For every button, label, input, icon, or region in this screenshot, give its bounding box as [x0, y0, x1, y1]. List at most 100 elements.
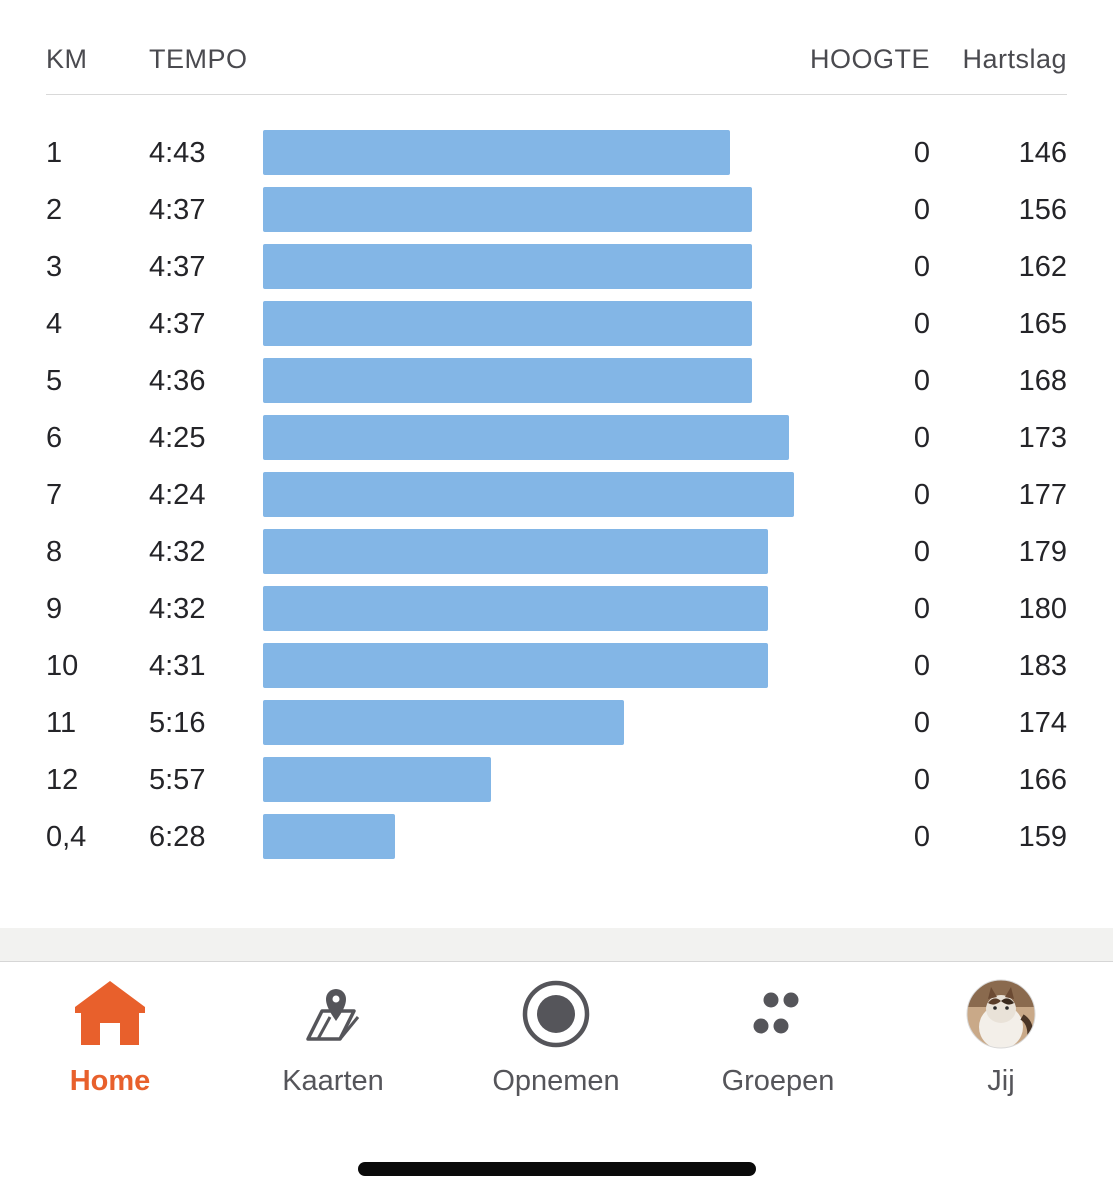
pace-bar: [263, 244, 752, 289]
split-hoogte: 0: [913, 764, 930, 796]
tab-home-label: Home: [69, 1065, 151, 1097]
split-km: 6: [46, 422, 63, 454]
header-km: KM: [46, 44, 88, 74]
split-row: 3 4:37 0 162: [0, 239, 1113, 296]
split-hoogte: 0: [913, 422, 930, 454]
split-hartslag: 156: [1018, 194, 1067, 226]
split-row: 0,4 6:28 0 159: [0, 809, 1113, 866]
tab-bar: Home Kaarten Opnemen Groepen: [0, 963, 1113, 1200]
split-row: 9 4:32 0 180: [0, 581, 1113, 638]
split-km: 12: [46, 764, 79, 796]
split-km: 8: [46, 536, 63, 568]
pace-bar: [263, 415, 789, 460]
split-hoogte: 0: [913, 308, 930, 340]
split-row: 7 4:24 0 177: [0, 467, 1113, 524]
split-row: 11 5:16 0 174: [0, 695, 1113, 752]
split-tempo: 4:43: [149, 137, 206, 169]
pace-bar: [263, 529, 768, 574]
pace-bar: [263, 187, 752, 232]
split-tempo: 4:32: [149, 593, 206, 625]
split-tempo: 6:28: [149, 821, 206, 853]
pace-bar: [263, 130, 730, 175]
split-km: 2: [46, 194, 63, 226]
split-tempo: 4:37: [149, 251, 206, 283]
split-hartslag: 159: [1018, 821, 1067, 853]
split-km: 9: [46, 593, 63, 625]
tab-kaarten-label: Kaarten: [282, 1065, 384, 1097]
split-km: 4: [46, 308, 63, 340]
split-hoogte: 0: [913, 536, 930, 568]
split-hartslag: 146: [1018, 137, 1067, 169]
split-row: 12 5:57 0 166: [0, 752, 1113, 809]
split-hoogte: 0: [913, 650, 930, 682]
splits-table: 1 4:43 0 146 2 4:37 0 156 3 4:37 0 162 4 4:37 0 165 5 4:3…: [0, 125, 1113, 866]
split-km: 3: [46, 251, 63, 283]
map-pin-icon: [306, 989, 360, 1041]
pace-bar: [263, 700, 624, 745]
split-row: 6 4:25 0 173: [0, 410, 1113, 467]
pace-bar: [263, 301, 752, 346]
pace-bar: [263, 814, 395, 859]
tab-kaarten[interactable]: Kaarten: [233, 963, 433, 1113]
header-hartslag: Hartslag: [962, 44, 1067, 74]
split-hartslag: 179: [1018, 536, 1067, 568]
split-tempo: 4:36: [149, 365, 206, 397]
split-tempo: 4:37: [149, 308, 206, 340]
tab-jij[interactable]: Jij: [901, 963, 1101, 1113]
split-hartslag: 168: [1018, 365, 1067, 397]
split-hoogte: 0: [913, 593, 930, 625]
split-hoogte: 0: [913, 251, 930, 283]
header-tempo: TEMPO: [149, 44, 248, 74]
split-km: 5: [46, 365, 63, 397]
pace-bar: [263, 586, 768, 631]
split-hartslag: 177: [1018, 479, 1067, 511]
tab-jij-label: Jij: [987, 1065, 1015, 1097]
split-tempo: 4:31: [149, 650, 206, 682]
split-hoogte: 0: [913, 365, 930, 397]
tab-opnemen[interactable]: Opnemen: [456, 963, 656, 1113]
split-hartslag: 173: [1018, 422, 1067, 454]
pace-bar: [263, 358, 752, 403]
split-row: 2 4:37 0 156: [0, 182, 1113, 239]
split-tempo: 5:16: [149, 707, 206, 739]
split-hartslag: 162: [1018, 251, 1067, 283]
splits-header: KM TEMPO HOOGTE Hartslag: [0, 0, 1113, 96]
split-tempo: 5:57: [149, 764, 206, 796]
avatar: [966, 979, 1036, 1049]
home-indicator[interactable]: [358, 1162, 756, 1176]
split-hartslag: 166: [1018, 764, 1067, 796]
pace-bar: [263, 757, 491, 802]
header-hoogte: HOOGTE: [809, 44, 930, 74]
split-hoogte: 0: [913, 479, 930, 511]
record-icon: [522, 980, 590, 1048]
split-km: 11: [46, 707, 77, 739]
split-hoogte: 0: [913, 707, 930, 739]
tab-groepen[interactable]: Groepen: [678, 963, 878, 1113]
split-hoogte: 0: [913, 821, 930, 853]
section-separator: [0, 928, 1113, 962]
split-row: 10 4:31 0 183: [0, 638, 1113, 695]
tab-groepen-label: Groepen: [721, 1065, 835, 1097]
split-tempo: 4:37: [149, 194, 206, 226]
split-km: 10: [46, 650, 79, 682]
split-km: 7: [46, 479, 63, 511]
split-tempo: 4:24: [149, 479, 206, 511]
split-km: 1: [46, 137, 63, 169]
split-km: 0,4: [46, 821, 87, 853]
split-row: 4 4:37 0 165: [0, 296, 1113, 353]
split-hartslag: 174: [1018, 707, 1067, 739]
split-hartslag: 183: [1018, 650, 1067, 682]
header-divider: [46, 94, 1067, 95]
home-icon: [75, 981, 145, 1045]
split-row: 1 4:43 0 146: [0, 125, 1113, 182]
split-hartslag: 165: [1018, 308, 1067, 340]
pace-bar: [263, 472, 794, 517]
split-hoogte: 0: [913, 194, 930, 226]
groups-icon: [753, 992, 799, 1034]
tab-home[interactable]: Home: [10, 963, 210, 1113]
split-tempo: 4:25: [149, 422, 206, 454]
split-row: 5 4:36 0 168: [0, 353, 1113, 410]
tab-opnemen-label: Opnemen: [492, 1065, 620, 1097]
pace-bar: [263, 643, 768, 688]
split-hoogte: 0: [913, 137, 930, 169]
